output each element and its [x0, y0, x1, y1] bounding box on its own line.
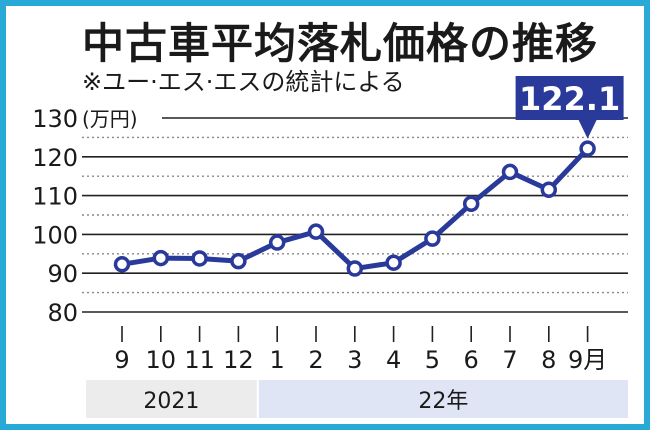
year-band: [86, 380, 257, 418]
x-tick-label: 10: [146, 346, 177, 374]
y-tick-label: 130: [32, 105, 78, 133]
data-point: [462, 195, 480, 212]
y-tick-label: 110: [32, 183, 78, 211]
year-band-label: 2021: [143, 389, 199, 414]
y-axis-ticks: 80 90 100 110 120 130 (万円): [32, 105, 137, 327]
x-tick-label: 1: [270, 346, 285, 374]
data-point: [579, 140, 596, 157]
x-tick-label: 8: [541, 346, 556, 374]
data-point: [424, 230, 441, 247]
data-point: [307, 223, 325, 240]
chart-subtitle: ※ユー·エス·エスの統計による: [82, 68, 405, 96]
x-tick-label: 9月: [568, 346, 607, 374]
data-point: [191, 250, 208, 267]
x-tick-label: 6: [464, 346, 479, 374]
x-tick-label: 2: [308, 346, 323, 374]
year-band-label: 22年: [418, 389, 468, 414]
data-point: [385, 254, 402, 271]
data-point: [501, 163, 519, 181]
y-tick-label: 80: [47, 299, 78, 327]
x-axis-ticks: 9 10 11 12 1 2 3 4 5 6 7 8 9月: [114, 326, 607, 374]
callout-value: 122.1: [519, 80, 620, 118]
chart-title: 中古車平均落札価格の推移: [82, 19, 599, 68]
data-point: [113, 256, 131, 273]
data-point: [152, 249, 170, 267]
series-line: [113, 140, 596, 277]
y-unit-label: (万円): [82, 107, 138, 131]
year-bands: 2021 22年: [86, 380, 628, 418]
value-callout: 122.1: [515, 76, 624, 139]
data-point: [346, 260, 364, 277]
year-band: [258, 380, 628, 418]
x-tick-label: 4: [386, 346, 401, 374]
x-tick-label: 3: [347, 346, 362, 374]
callout-pointer: [578, 120, 597, 139]
callout-box: [515, 76, 624, 120]
series-polyline: [121, 146, 590, 272]
data-point: [230, 252, 247, 270]
x-tick-label: 12: [223, 346, 254, 374]
y-tick-label: 120: [32, 144, 78, 172]
x-tick-label: 5: [425, 346, 440, 374]
x-tick-label: 7: [502, 346, 517, 374]
x-tick-label: 9: [114, 346, 129, 374]
x-tick-label: 11: [184, 346, 215, 374]
y-tick-label: 100: [32, 221, 78, 249]
data-point: [540, 181, 558, 199]
data-point: [268, 234, 286, 251]
grid-lines: [82, 117, 628, 313]
y-tick-label: 90: [47, 260, 78, 288]
